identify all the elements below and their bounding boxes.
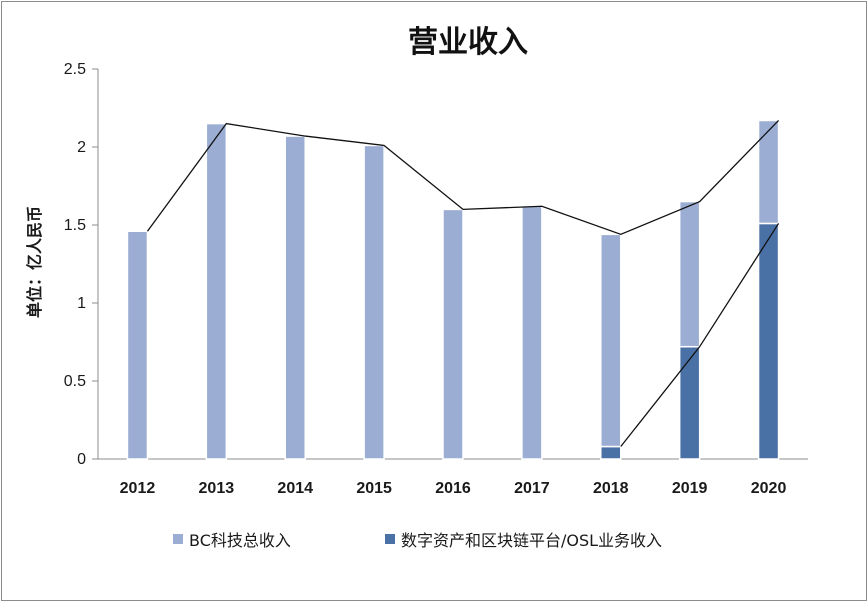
x-tick-label: 2018 <box>593 480 629 497</box>
bar-bc-total-revenue <box>126 230 149 460</box>
x-tick-label: 2019 <box>672 480 708 497</box>
bar-osl-revenue <box>757 222 780 460</box>
legend: BC科技总收入 数字资产和区块链平台/OSL业务收入 <box>173 531 662 550</box>
x-tick-label: 2014 <box>277 480 313 497</box>
y-tick-label: 0 <box>77 451 86 468</box>
x-tick-label: 2020 <box>751 480 787 497</box>
legend-label: 数字资产和区块链平台/OSL业务收入 <box>401 531 662 550</box>
bar-bc-total-revenue <box>757 119 780 225</box>
bar-bc-total-revenue <box>363 144 385 460</box>
bar-series-group <box>126 119 780 460</box>
legend-swatch <box>173 534 183 544</box>
bar-bc-total-revenue <box>678 200 701 348</box>
legend-swatch <box>385 534 395 544</box>
y-axis-label: 单位：亿人民币 <box>25 206 44 318</box>
y-tick-label: 2.5 <box>64 61 86 78</box>
bar-bc-total-revenue <box>521 205 543 460</box>
bar-osl-revenue <box>678 345 701 460</box>
bar-osl-revenue <box>600 445 622 460</box>
bar-bc-total-revenue <box>284 135 306 460</box>
y-tick-label: 2 <box>77 139 86 156</box>
x-tick-label: 2017 <box>514 480 550 497</box>
plot-area: 0 0.5 1 1.5 2 2.5 2012 2013 2014 2015 2016 2017 2018… <box>64 61 808 497</box>
osl-revenue-line <box>620 223 780 447</box>
chart-title: 营业收入 <box>408 25 528 60</box>
x-tick-label: 2012 <box>120 480 156 497</box>
x-tick-label: 2013 <box>199 480 235 497</box>
y-tick-label: 1.5 <box>64 217 86 234</box>
x-tick-label: 2016 <box>435 480 471 497</box>
bar-bc-total-revenue <box>600 233 622 448</box>
x-tick-label: 2015 <box>356 480 392 497</box>
y-tick-label: 0.5 <box>64 373 86 390</box>
bar-bc-total-revenue <box>205 122 228 460</box>
legend-label: BC科技总收入 <box>189 531 291 550</box>
y-tick-label: 1 <box>77 295 86 312</box>
total-revenue-line <box>146 120 780 236</box>
bar-bc-total-revenue <box>442 208 464 460</box>
